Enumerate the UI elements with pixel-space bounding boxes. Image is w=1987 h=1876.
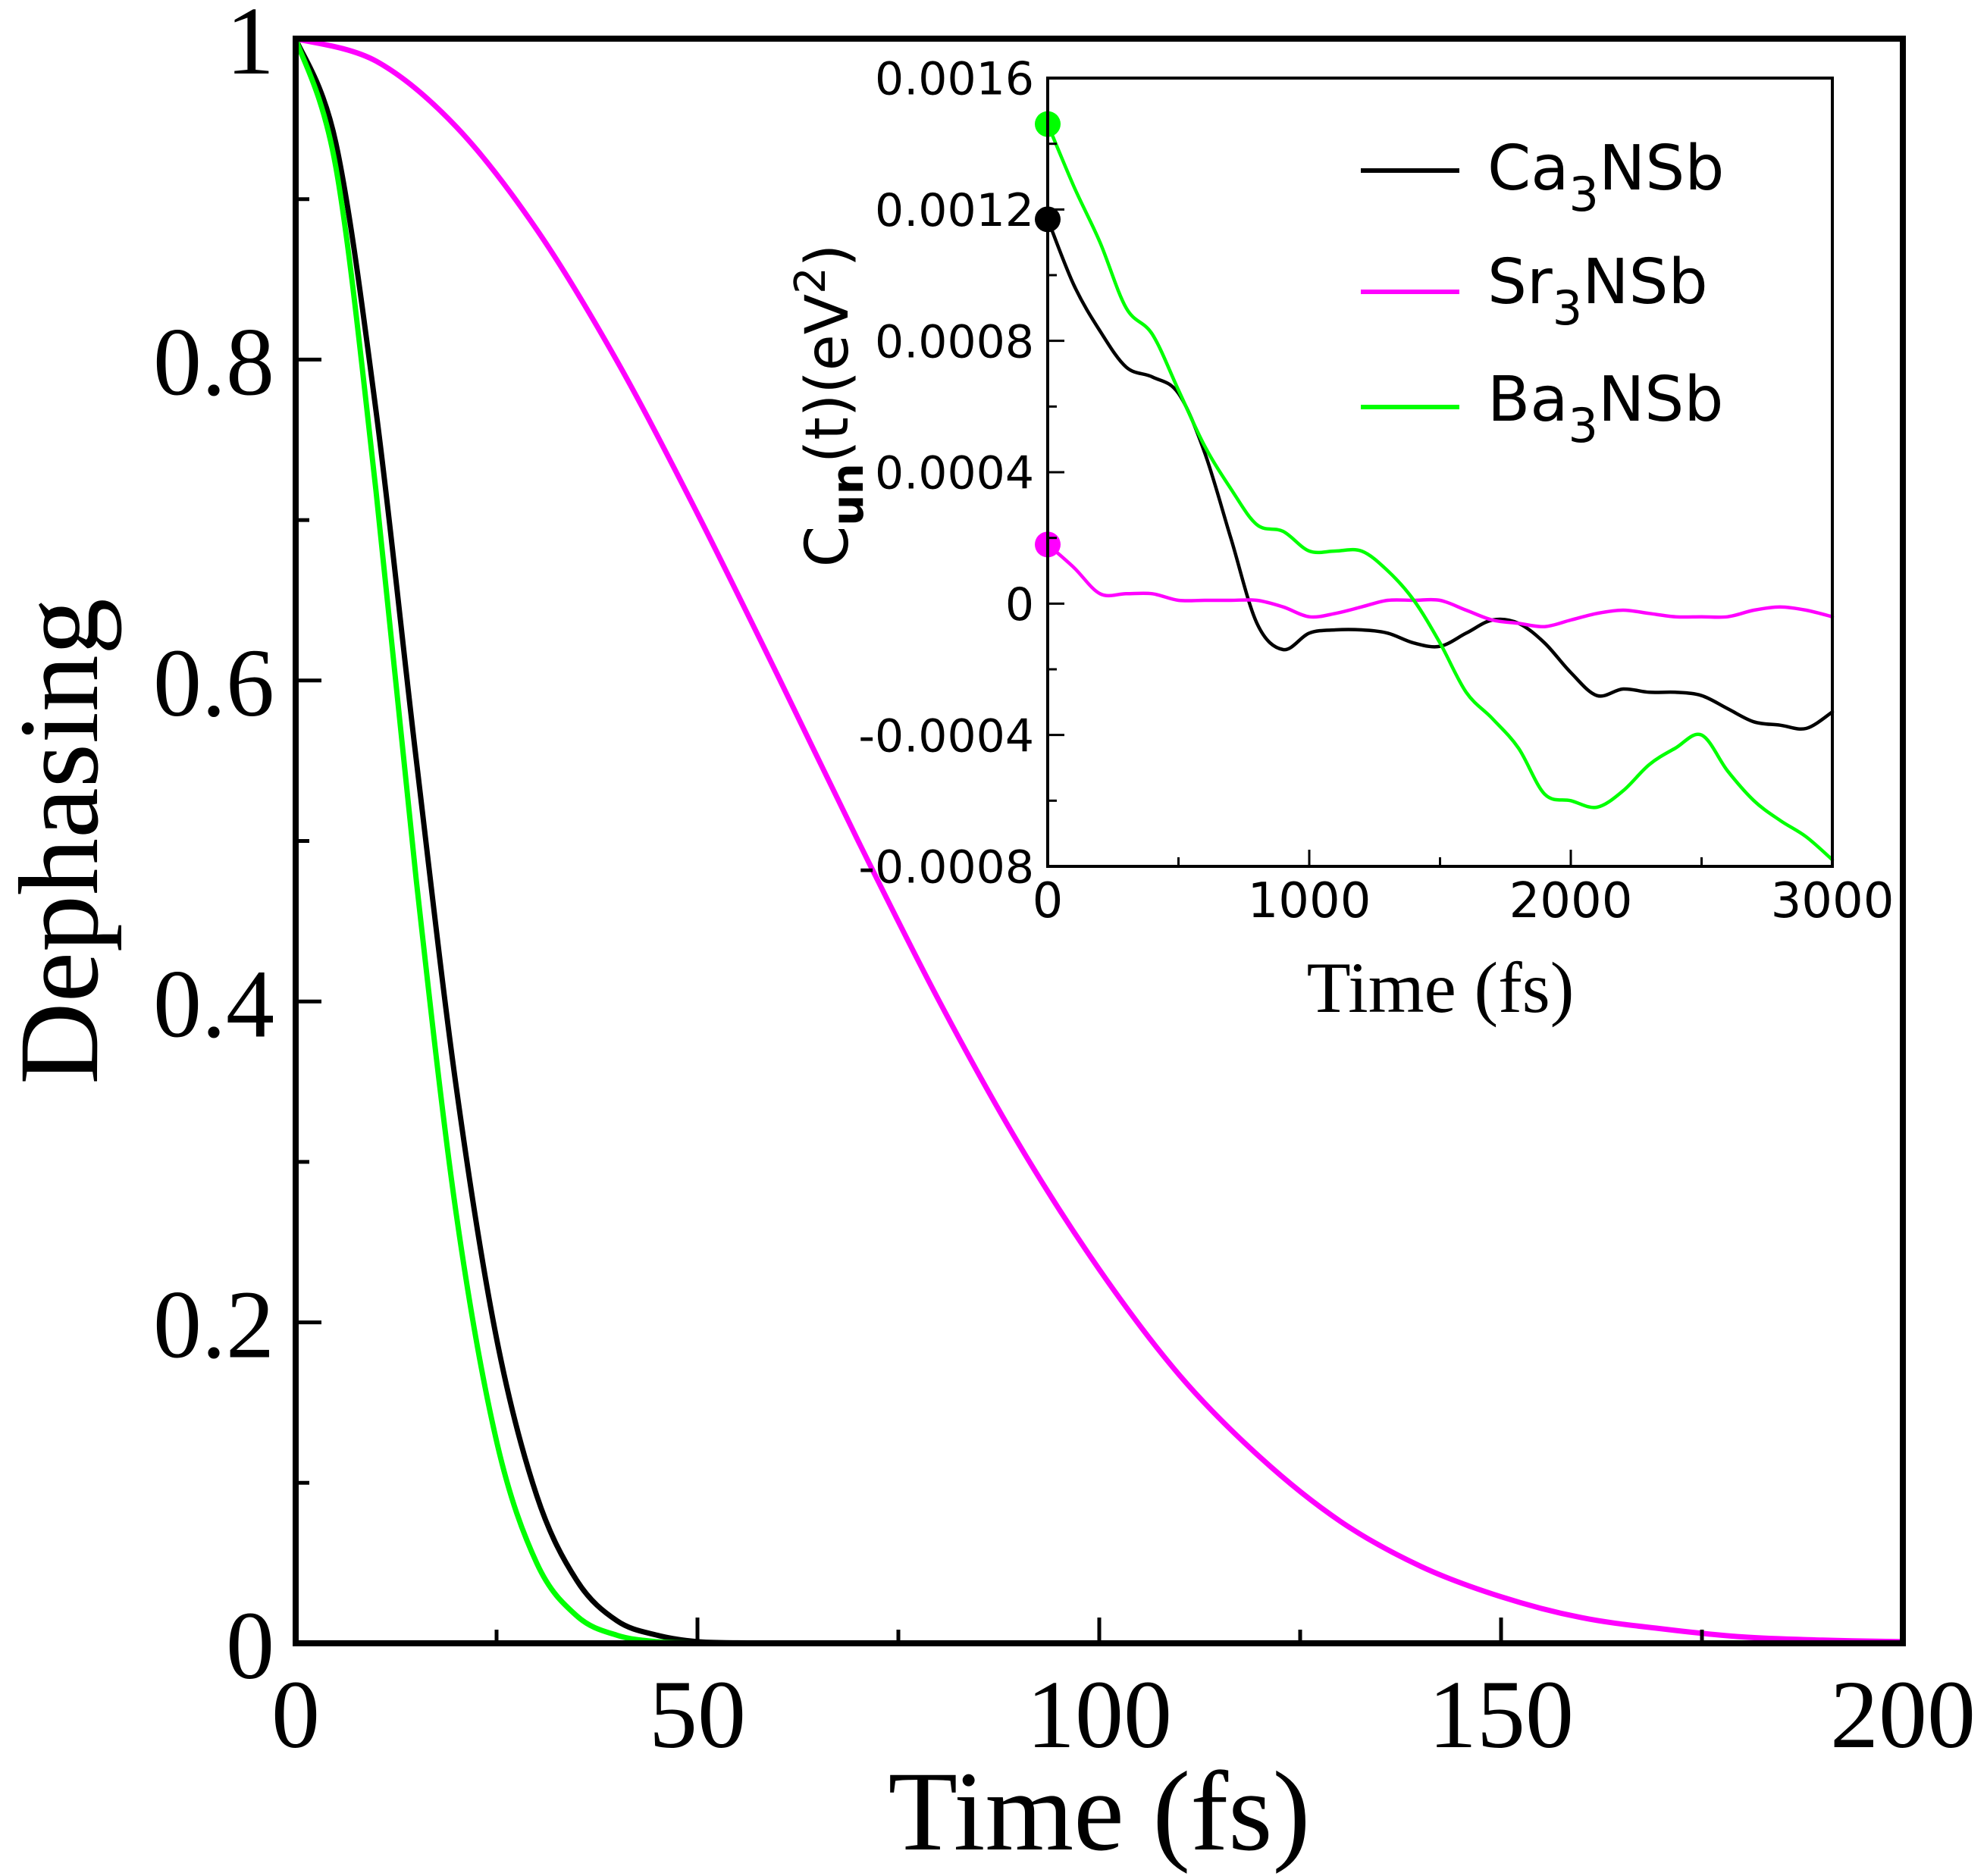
- main-y-tick-label: 0.8: [153, 308, 274, 415]
- inset-y-tick-label: 0.0008: [875, 315, 1034, 368]
- main-y-tick-label: 0.4: [153, 950, 274, 1057]
- inset-x-tick-label: 2000: [1509, 873, 1633, 929]
- inset-y-axis-label: Cun(t)(eV2): [786, 244, 873, 567]
- legend-label-ba3nsb: Ba3NSb: [1487, 364, 1723, 453]
- inset-y-label-end: ): [794, 244, 862, 267]
- main-x-tick-label: 0: [271, 1661, 320, 1768]
- inset-x-tick-label: 1000: [1248, 873, 1371, 929]
- inset-x-tick-label: 0: [1033, 873, 1064, 929]
- inset-legend: Ca3NSb Sr3NSb Ba3NSb: [1361, 133, 1724, 453]
- inset-y-tick-label: 0.0012: [875, 184, 1034, 237]
- main-y-tick-label: 0.6: [153, 629, 274, 737]
- inset-y-tick-label: 0.0004: [875, 447, 1034, 500]
- inset-series-line-ba3nsb: [1045, 122, 1835, 862]
- inset-y-tick-label: -0.0004: [858, 709, 1034, 763]
- inset-x-axis-label: Time (fs): [1307, 947, 1575, 1028]
- inset-chart: 0 1000 2000 3000 -0.0008 -0.0004 0 0.0004 0.0008…: [786, 53, 1894, 1028]
- legend-entry-ba3nsb: Ba3NSb: [1361, 364, 1723, 453]
- main-x-tick-label: 200: [1830, 1661, 1976, 1768]
- inset-series-layer: [1045, 122, 1835, 862]
- inset-series-line-sr3nsb: [1045, 543, 1835, 629]
- inset-tick-layer: 0 1000 2000 3000 -0.0008 -0.0004 0 0.0004 0.0008…: [858, 53, 1894, 929]
- legend-label-sr3nsb: Sr3NSb: [1487, 246, 1708, 336]
- main-y-axis-label: Dephasing: [0, 598, 122, 1085]
- legend-label-ca3nsb: Ca3NSb: [1487, 133, 1724, 222]
- main-x-axis-label: Time (fs): [888, 1749, 1310, 1874]
- inset-y-label-sub: un: [822, 463, 873, 526]
- main-x-tick-label: 150: [1428, 1661, 1574, 1768]
- legend-entry-sr3nsb: Sr3NSb: [1361, 246, 1708, 336]
- main-x-tick-label: 50: [649, 1661, 746, 1768]
- inset-y-label-mid: (t)(eV: [794, 294, 862, 463]
- main-series-line-sr3nsb: [293, 36, 1906, 1645]
- inset-y-tick-label: 0.0016: [875, 53, 1034, 106]
- inset-y-tick-label: 0: [1005, 578, 1034, 631]
- inset-y-label-sup: 2: [786, 267, 835, 294]
- inset-y-label-main: C: [794, 526, 862, 567]
- inset-y-tick-label: -0.0008: [858, 841, 1034, 894]
- main-y-tick-label: 0: [226, 1592, 274, 1699]
- inset-x-tick-label: 3000: [1771, 873, 1895, 929]
- main-y-tick-label: 1: [226, 0, 274, 95]
- main-x-tick-label: 100: [1026, 1661, 1172, 1768]
- main-y-tick-label: 0.2: [153, 1271, 274, 1379]
- legend-entry-ca3nsb: Ca3NSb: [1361, 133, 1724, 222]
